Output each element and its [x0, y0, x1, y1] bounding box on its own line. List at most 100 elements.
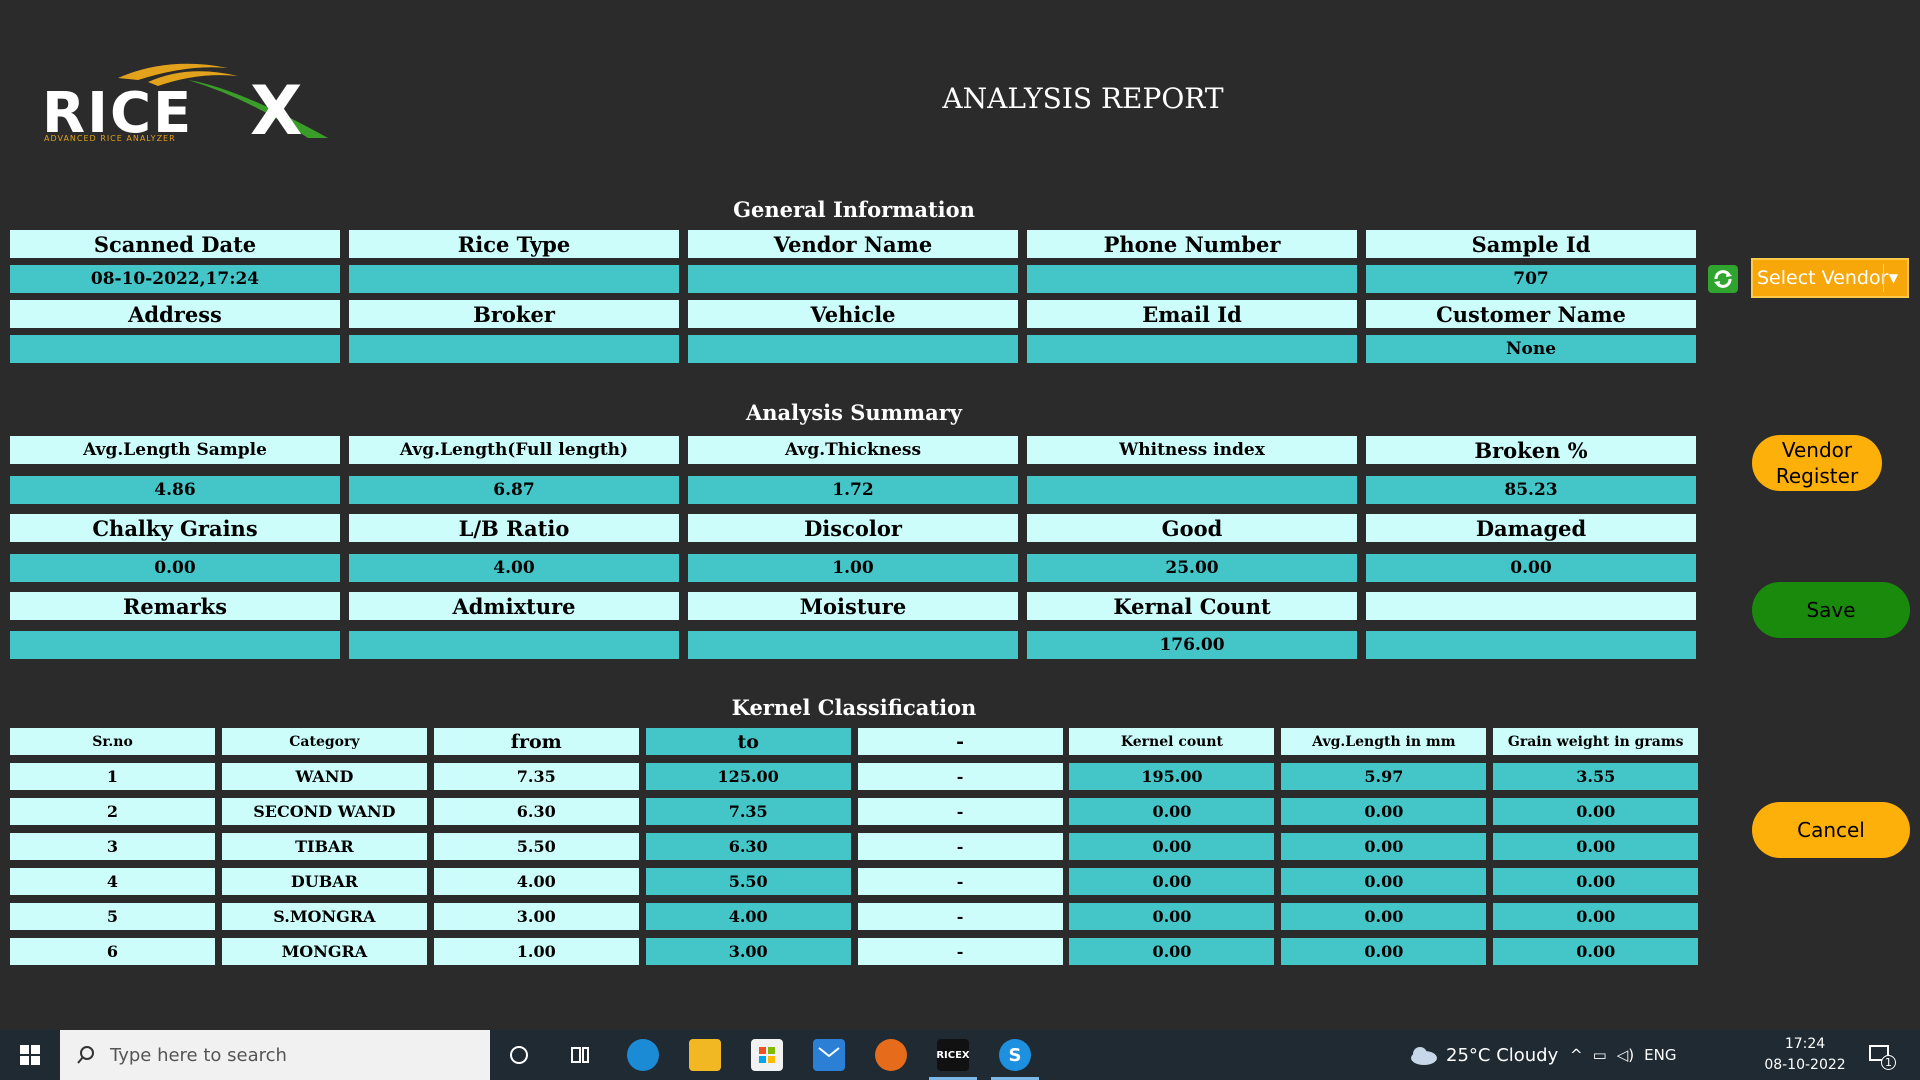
chevron-down-icon: ▼	[1883, 264, 1903, 292]
kernel-cell-category: DUBAR	[221, 868, 427, 895]
volume-icon[interactable]: ◁)	[1616, 1046, 1635, 1064]
kernel-cell-kernel-count: 195.00	[1069, 763, 1275, 790]
kernel-cell-avg-length: 5.97	[1281, 763, 1487, 790]
kernel-cell-srno: 2	[10, 798, 215, 825]
kernel-cell-avg-length: 0.00	[1281, 798, 1487, 825]
start-button[interactable]	[0, 1030, 60, 1080]
address-value[interactable]	[10, 335, 340, 363]
avg-thickness-value: 1.72	[688, 476, 1018, 504]
kernal-count-value: 176.00	[1027, 631, 1357, 659]
taskbar-search-box[interactable]: Type here to search	[60, 1030, 490, 1080]
vendor-register-line1: Vendor	[1781, 438, 1853, 462]
microsoft-store-icon[interactable]	[751, 1039, 783, 1071]
language-indicator[interactable]: ENG	[1644, 1046, 1677, 1064]
kernel-cell-to: 5.50	[645, 868, 851, 895]
kernel-cell-from: 3.00	[433, 903, 639, 930]
email-id-value[interactable]	[1027, 335, 1357, 363]
broken-percent-value: 85.23	[1366, 476, 1696, 504]
broker-label: Broker	[349, 300, 679, 328]
summary-row2-headers: Chalky Grains L/B Ratio Discolor Good Da…	[10, 514, 1698, 542]
network-icon[interactable]: ▭	[1592, 1046, 1607, 1064]
kernel-cell-srno: 4	[10, 868, 215, 895]
kernel-cell-dash: -	[857, 868, 1063, 895]
whitness-index-value	[1027, 476, 1357, 504]
sample-id-value[interactable]: 707	[1366, 265, 1696, 293]
kernel-table-row: 2 SECOND WAND 6.30 7.35-0.00 0.00 0.00	[10, 798, 1699, 825]
ricex-app-icon[interactable]: RICEX	[936, 1039, 970, 1071]
kernel-cell-category: SECOND WAND	[221, 798, 427, 825]
cortana-icon[interactable]	[503, 1039, 535, 1071]
search-icon	[77, 1046, 94, 1064]
vehicle-value[interactable]	[688, 335, 1018, 363]
system-tray: ^ ▭ ◁) ENG	[1570, 1030, 1676, 1080]
rice-type-value[interactable]	[349, 265, 679, 293]
ricex-logo: RICE X ADVANCED RICE ANALYZER	[38, 58, 338, 148]
kernel-cell-srno: 3	[10, 833, 215, 860]
broker-value[interactable]	[349, 335, 679, 363]
good-value: 25.00	[1027, 554, 1357, 582]
kernel-classification-title: Kernel Classification	[731, 695, 977, 720]
remarks-label: Remarks	[10, 592, 340, 620]
kernel-cell-dash: -	[857, 763, 1063, 790]
kernel-cell-from: 7.35	[433, 763, 639, 790]
vendor-select-value: Select Vendor	[1757, 267, 1889, 289]
col-dash: -	[857, 728, 1063, 755]
chalky-grains-label: Chalky Grains	[10, 514, 340, 542]
phone-number-value[interactable]	[1027, 265, 1357, 293]
avg-thickness-label: Avg.Thickness	[688, 436, 1018, 464]
save-button[interactable]: Save	[1752, 582, 1910, 638]
firefox-icon[interactable]	[875, 1039, 907, 1071]
admixture-label: Admixture	[349, 592, 679, 620]
refresh-vendor-icon[interactable]	[1708, 265, 1738, 293]
kernel-table-row: 1 WAND 7.35 125.00-195.00 5.97 3.55	[10, 763, 1699, 790]
col-avg-length: Avg.Length in mm	[1281, 728, 1487, 755]
summary-row1-values: 4.86 6.87 1.72 85.23	[10, 476, 1698, 504]
summary-row3-headers: Remarks Admixture Moisture Kernal Count	[10, 592, 1698, 620]
damaged-label: Damaged	[1366, 514, 1696, 542]
clock[interactable]: 17:24 08-10-2022	[1750, 1034, 1860, 1076]
kernel-cell-kernel-count: 0.00	[1069, 833, 1275, 860]
cancel-button[interactable]: Cancel	[1752, 802, 1910, 858]
kernel-cell-category: MONGRA	[221, 938, 427, 965]
kernel-cell-grain-weight: 0.00	[1493, 833, 1699, 860]
clock-date: 08-10-2022	[1764, 1057, 1846, 1073]
weather-widget[interactable]: 25°C Cloudy	[1408, 1030, 1558, 1080]
kernel-table-header: Sr.no Category from to - Kernel count Av…	[10, 728, 1699, 755]
remarks-value[interactable]	[10, 631, 340, 659]
skype-icon[interactable]: S	[999, 1039, 1031, 1071]
vendor-select[interactable]: Select Vendor ▼	[1751, 258, 1909, 298]
col-category: Category	[221, 728, 427, 755]
scanned-date-value[interactable]: 08-10-2022,17:24	[10, 265, 340, 293]
kernel-cell-dash: -	[857, 903, 1063, 930]
kernel-table-row: 4 DUBAR 4.00 5.50-0.00 0.00 0.00	[10, 868, 1699, 895]
rice-type-label: Rice Type	[349, 230, 679, 258]
kernel-cell-grain-weight: 0.00	[1493, 868, 1699, 895]
vendor-register-button[interactable]: Vendor Register	[1752, 435, 1882, 491]
vendor-name-value[interactable]	[688, 265, 1018, 293]
kernel-cell-srno: 5	[10, 903, 215, 930]
general-row1-headers: Scanned Date Rice Type Vendor Name Phone…	[10, 230, 1698, 258]
damaged-value: 0.00	[1366, 554, 1696, 582]
customer-name-value[interactable]: None	[1366, 335, 1696, 363]
lb-ratio-label: L/B Ratio	[349, 514, 679, 542]
moisture-value[interactable]	[688, 631, 1018, 659]
kernel-cell-category: TIBAR	[221, 833, 427, 860]
kernel-cell-avg-length: 0.00	[1281, 938, 1487, 965]
file-explorer-icon[interactable]	[689, 1039, 721, 1071]
task-view-icon[interactable]	[564, 1039, 596, 1071]
admixture-value[interactable]	[349, 631, 679, 659]
kernel-cell-grain-weight: 0.00	[1493, 903, 1699, 930]
kernel-cell-from: 4.00	[433, 868, 639, 895]
chevron-up-icon[interactable]: ^	[1570, 1046, 1583, 1064]
kernel-cell-kernel-count: 0.00	[1069, 868, 1275, 895]
mail-icon[interactable]	[813, 1039, 845, 1071]
kernel-table-row: 3 TIBAR 5.50 6.30-0.00 0.00 0.00	[10, 833, 1699, 860]
edge-browser-icon[interactable]	[627, 1039, 659, 1071]
notification-icon[interactable]: 1	[1868, 1042, 1896, 1070]
logo-tagline: ADVANCED RICE ANALYZER	[44, 134, 176, 143]
kernel-cell-category: S.MONGRA	[221, 903, 427, 930]
kernel-cell-avg-length: 0.00	[1281, 903, 1487, 930]
kernel-cell-avg-length: 0.00	[1281, 868, 1487, 895]
rice-grain-logo-mark	[118, 63, 328, 138]
moisture-label: Moisture	[688, 592, 1018, 620]
